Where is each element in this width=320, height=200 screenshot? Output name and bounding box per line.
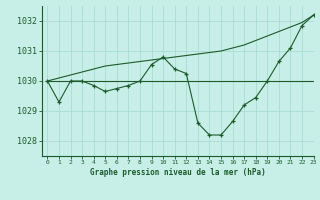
- X-axis label: Graphe pression niveau de la mer (hPa): Graphe pression niveau de la mer (hPa): [90, 168, 266, 177]
